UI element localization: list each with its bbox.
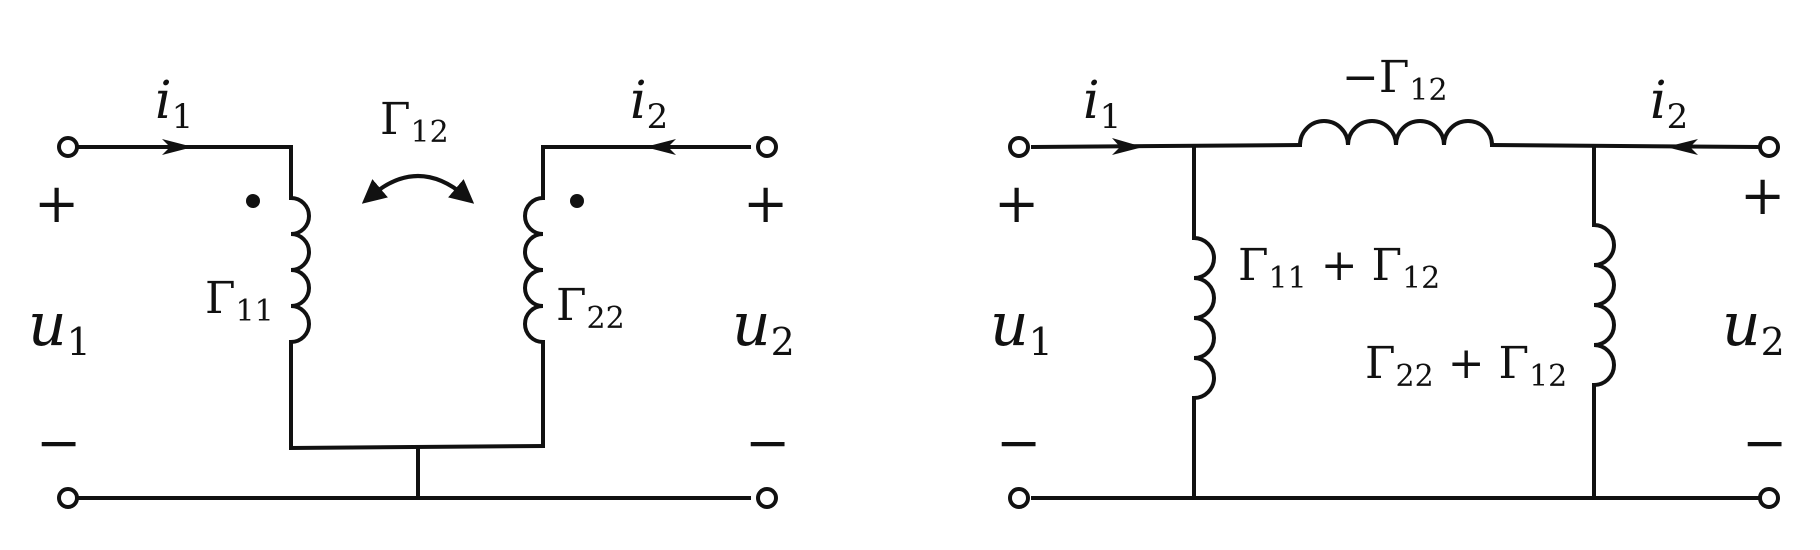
wire-top-left-segment (1030, 142, 1303, 150)
label-minus-left: − (36, 411, 81, 474)
label-series-minus-gamma12: −Γ12 (1342, 52, 1448, 108)
terminal-top-left-t (1008, 136, 1030, 158)
label-minus-right-t: − (1742, 411, 1787, 474)
current-arrow-i2 (645, 139, 676, 155)
label-current-i2: i2 (630, 71, 668, 137)
terminal-bottom-left (57, 487, 79, 509)
label-current-i1: i1 (155, 71, 193, 137)
label-mutual-gamma12: Γ12 (380, 94, 449, 150)
label-voltage-u2: u2 (732, 290, 795, 364)
terminal-bottom-left-t (1008, 487, 1030, 509)
polarity-dot-left (246, 194, 260, 208)
wire-top-right-segment (1489, 142, 1760, 150)
polarity-dot-right (570, 194, 584, 208)
inductor-gamma22 (523, 196, 544, 344)
t-equivalent-circuit: i1 i2 + − + − u1 u2 −Γ12 Γ11 + Γ12 Γ22 +… (990, 52, 1787, 509)
inductor-shunt-gamma22-plus-gamma12 (1593, 223, 1616, 387)
coupled-inductor-circuit: i1 i2 + − + − u1 u2 Γ12 Γ11 Γ22 (28, 71, 795, 509)
inductor-series-minus-gamma12 (1298, 119, 1494, 146)
terminal-bottom-right (756, 487, 778, 509)
terminal-top-right-t (1758, 136, 1780, 158)
current-arrow-i1 (162, 139, 193, 155)
wire-top-right (541, 145, 751, 200)
mutual-coupling-arrow (361, 174, 475, 204)
wire-left-coil-bottom (289, 340, 546, 451)
label-current-i1-t: i1 (1083, 71, 1121, 137)
label-voltage-u2-t: u2 (1722, 290, 1785, 364)
label-plus-left-t: + (994, 172, 1039, 235)
inductor-shunt-gamma11-plus-gamma12 (1193, 236, 1216, 400)
current-arrow-i1-t (1112, 138, 1143, 155)
terminal-top-left (57, 136, 79, 158)
terminal-top-right (756, 136, 778, 158)
label-current-i2-t: i2 (1650, 71, 1688, 137)
label-inductor-gamma11: Γ11 (205, 273, 274, 329)
terminal-bottom-right-t (1758, 487, 1780, 509)
label-plus-right-t: + (1740, 164, 1785, 227)
label-minus-left-t: − (996, 411, 1041, 474)
inductor-gamma11 (290, 196, 311, 344)
current-arrow-i2-t (1666, 139, 1698, 155)
label-minus-right: − (745, 411, 790, 474)
label-plus-left: + (34, 172, 79, 235)
label-voltage-u1-t: u1 (990, 290, 1053, 364)
label-voltage-u1: u1 (28, 290, 91, 364)
label-shunt-gamma11-plus-gamma12: Γ11 + Γ12 (1238, 240, 1440, 296)
label-plus-right: + (743, 172, 788, 235)
label-inductor-gamma22: Γ22 (556, 280, 625, 336)
label-shunt-gamma22-plus-gamma12: Γ22 + Γ12 (1365, 338, 1567, 394)
wire-top-left (78, 145, 293, 200)
